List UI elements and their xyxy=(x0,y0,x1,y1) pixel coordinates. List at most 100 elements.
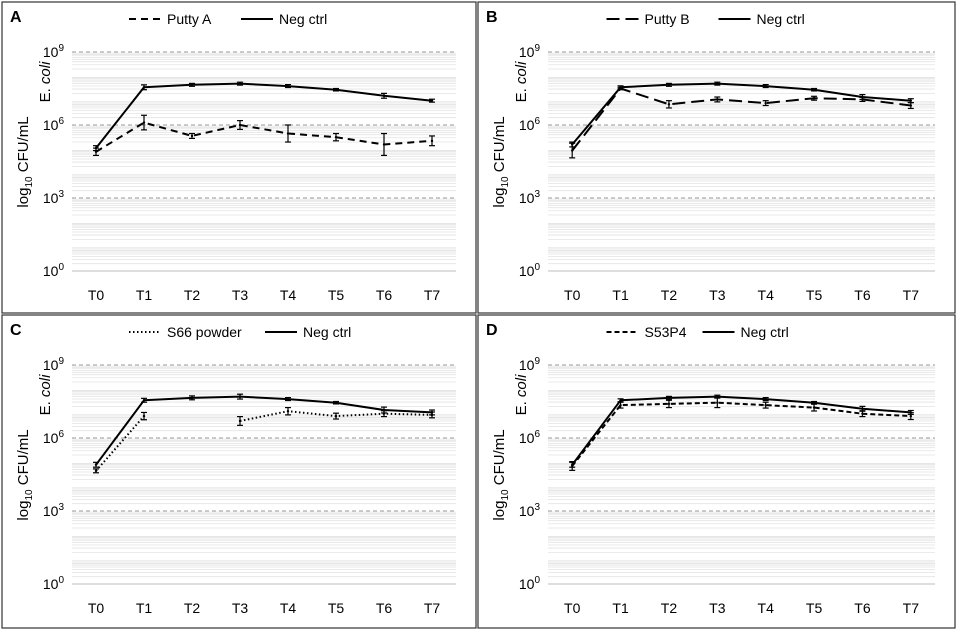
y-tick-label: 109 xyxy=(43,356,65,373)
error-bar xyxy=(141,114,147,131)
data-point xyxy=(142,121,146,124)
error-bar xyxy=(617,85,624,90)
error-bar xyxy=(141,397,147,403)
error-bar xyxy=(762,84,769,89)
data-point xyxy=(667,83,671,87)
data-point xyxy=(430,139,434,143)
minor-gridlines xyxy=(72,52,456,265)
x-tick-label: T2 xyxy=(184,287,201,303)
panel-frame xyxy=(1,1,477,314)
x-tick-label: T4 xyxy=(758,287,775,303)
data-point xyxy=(716,98,719,101)
error-bar xyxy=(569,461,576,468)
series-neg-ctrl xyxy=(93,81,435,152)
error-bar xyxy=(665,395,672,400)
data-point xyxy=(667,396,671,400)
y-tick-label: 106 xyxy=(519,116,541,133)
x-tick-label: T2 xyxy=(661,287,678,303)
data-point xyxy=(764,101,767,105)
data-point xyxy=(861,412,864,415)
data-point xyxy=(570,143,574,146)
legend-label: Putty A xyxy=(167,11,212,27)
error-bar xyxy=(285,406,291,416)
series-putty-a xyxy=(93,114,435,157)
legend-label: S66 powder xyxy=(167,324,242,340)
x-tick-label: T0 xyxy=(88,287,105,303)
x-tick-label: T3 xyxy=(709,287,726,303)
series-line xyxy=(95,395,433,466)
x-tick-label: T6 xyxy=(376,600,393,616)
error-bar xyxy=(93,468,99,474)
series-line xyxy=(571,82,911,146)
y-axis-species: E. coli xyxy=(37,374,54,416)
panel-d: 100 103 106 109 T0 T1 T2 T3 T4 T5 T6 T7 log10 CFU/mL… xyxy=(477,314,956,629)
data-point xyxy=(238,419,242,423)
error-bar xyxy=(859,405,866,412)
x-tick-label: T7 xyxy=(424,600,441,616)
legend-label: Neg ctrl xyxy=(303,324,351,340)
panel-b: 100 103 106 109 T0 T1 T2 T3 T4 T5 T6 T7 log10 CFU/mL… xyxy=(477,1,956,314)
data-point xyxy=(142,86,146,89)
data-point xyxy=(764,84,767,88)
series-line xyxy=(571,87,911,152)
data-point xyxy=(334,401,338,404)
error-bar xyxy=(381,406,387,414)
data-point xyxy=(334,414,338,418)
error-bar xyxy=(189,82,195,87)
panel-frame xyxy=(1,314,477,629)
y-tick-label: 103 xyxy=(43,502,65,519)
y-tick-label: 106 xyxy=(519,429,541,446)
y-tick-label: 109 xyxy=(519,356,541,373)
series-neg-ctrl xyxy=(569,81,914,148)
y-axis-title: log10 CFU/mL xyxy=(15,116,35,207)
y-tick-label: 100 xyxy=(519,575,541,592)
data-point xyxy=(570,463,574,466)
y-tick-label: 100 xyxy=(43,262,65,279)
panel-frame xyxy=(477,1,956,314)
data-point xyxy=(286,410,290,413)
y-tick-label: 103 xyxy=(519,502,541,519)
error-bar xyxy=(907,409,914,415)
legend-label: Neg ctrl xyxy=(279,11,327,27)
y-axis-species: E. coli xyxy=(37,61,54,103)
error-bar xyxy=(665,82,672,87)
data-point xyxy=(190,83,194,87)
data-point xyxy=(238,82,242,85)
x-tick-label: T5 xyxy=(328,287,345,303)
error-bar xyxy=(285,124,291,143)
legend-label: Neg ctrl xyxy=(757,11,805,27)
data-point xyxy=(716,401,719,404)
data-point xyxy=(570,149,574,152)
error-bar xyxy=(381,92,387,99)
data-point xyxy=(764,403,767,407)
panel-c: 100 103 106 109 T0 T1 T2 T3 T4 T5 T6 T7 log10 CFU/mL… xyxy=(1,314,477,629)
minor-gridlines xyxy=(548,365,935,578)
x-tick-label: T3 xyxy=(709,600,726,616)
x-tick-label: T6 xyxy=(854,287,871,303)
error-bar xyxy=(811,87,818,92)
y-tick-label: 100 xyxy=(519,262,541,279)
series-s66-powder xyxy=(93,406,435,474)
error-bar xyxy=(429,98,435,103)
data-point xyxy=(716,82,719,85)
panel-letter: D xyxy=(486,322,498,339)
x-tick-label: T1 xyxy=(136,287,153,303)
error-bar xyxy=(811,95,818,101)
error-bar xyxy=(237,81,243,86)
data-point xyxy=(716,395,719,398)
data-point xyxy=(812,88,816,91)
minor-gridlines xyxy=(548,52,935,265)
y-tick-label: 109 xyxy=(519,43,541,60)
legend-label: S53P4 xyxy=(645,324,687,340)
x-tick-label: T0 xyxy=(564,287,581,303)
data-point xyxy=(667,103,671,106)
x-tick-label: T6 xyxy=(376,287,393,303)
error-bar xyxy=(333,400,339,405)
x-tick-label: T2 xyxy=(661,600,678,616)
error-bar xyxy=(93,461,99,468)
data-point xyxy=(382,94,386,98)
data-point xyxy=(94,469,98,473)
data-point xyxy=(812,97,816,100)
panel-letter: C xyxy=(10,322,22,339)
